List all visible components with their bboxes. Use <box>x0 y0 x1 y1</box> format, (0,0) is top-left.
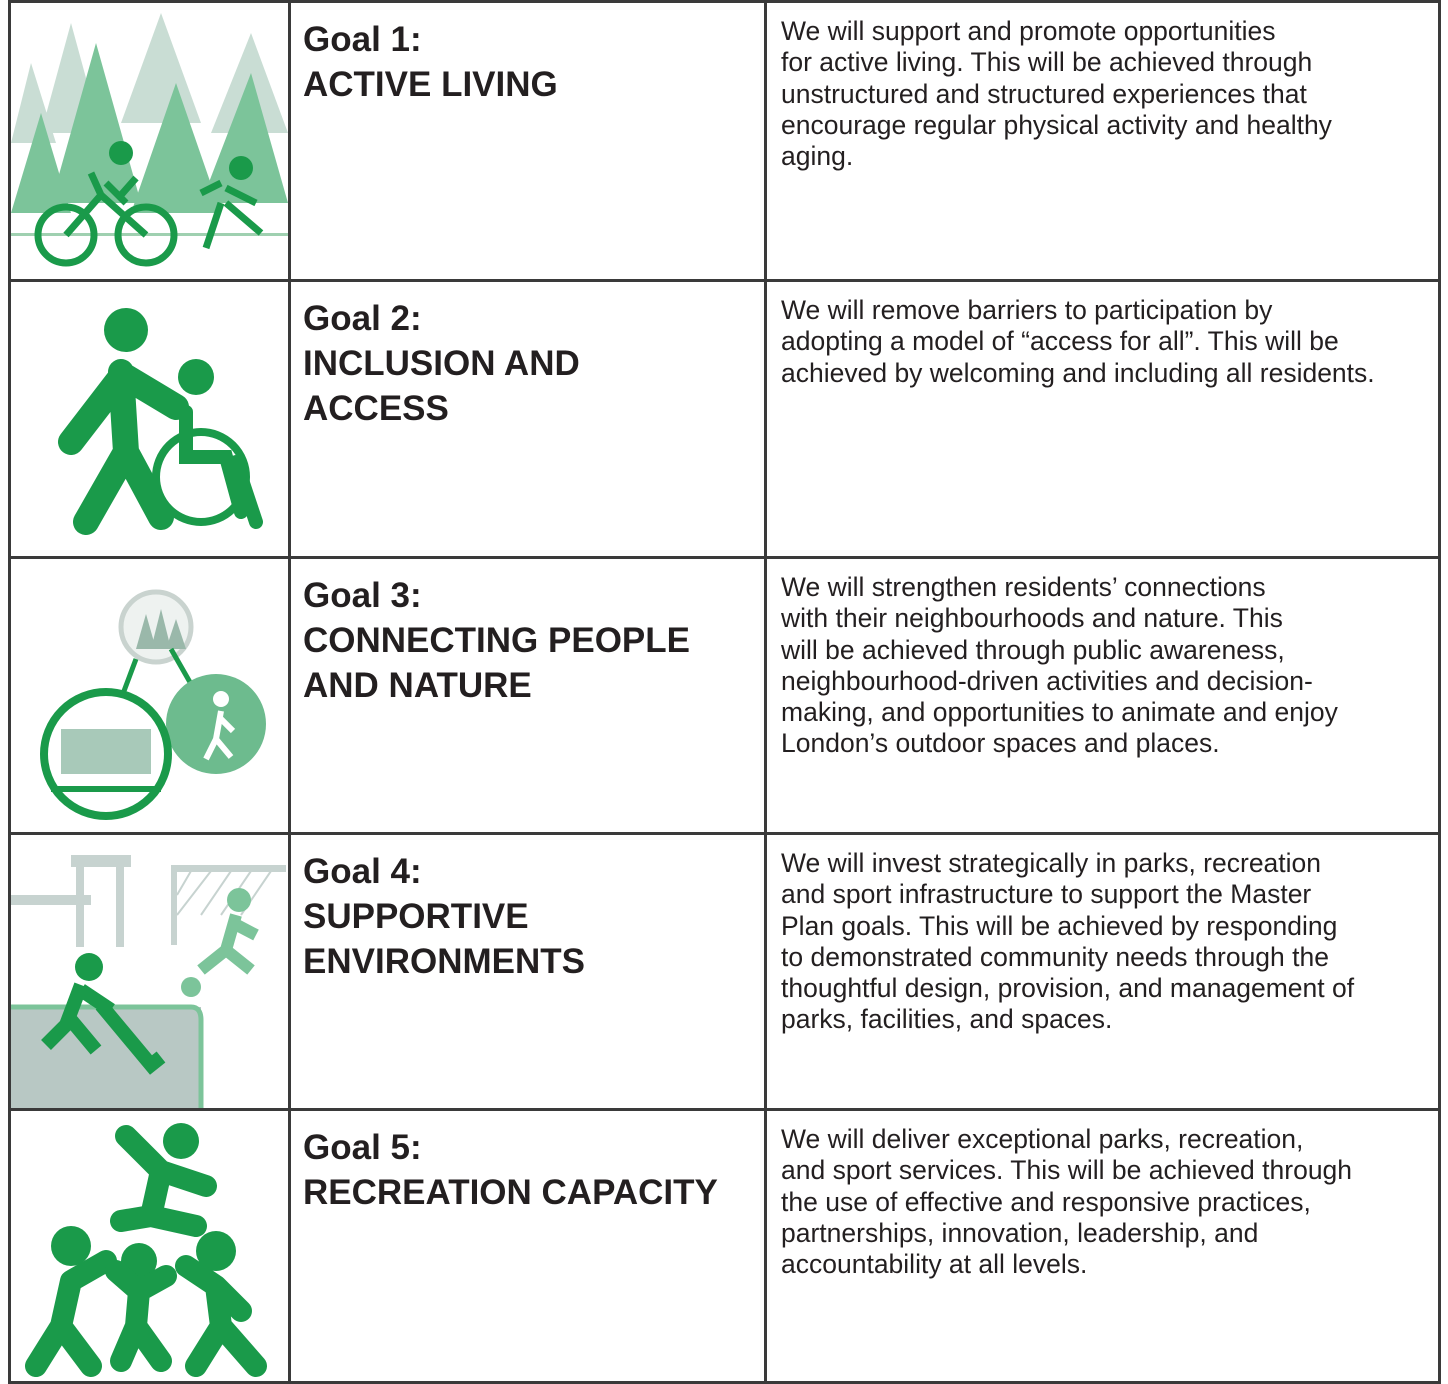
goal-row: Goal 2: INCLUSION AND ACCESS We will remov… <box>8 279 1441 556</box>
goal-icon <box>11 835 291 1108</box>
goal-description-line: adopting a model of “access for all”. Th… <box>781 326 1339 357</box>
goal-name-cell: Goal 5: RECREATION CAPACITY <box>291 1111 767 1381</box>
goal-name: ACTIVE LIVING <box>303 65 558 104</box>
goal-icon <box>11 282 291 556</box>
goal-description-cell: We will deliver exceptional parks, recre… <box>770 1111 1438 1381</box>
goal-row: Goal 1: ACTIVE LIVING We will support and… <box>8 0 1441 279</box>
goal-description-line: We will deliver exceptional parks, recre… <box>781 1124 1304 1154</box>
goal-description-line: for active living. This will be achieved… <box>781 47 1313 78</box>
goal-label: Goal 2: <box>303 299 422 338</box>
goal-name-cell: Goal 3: CONNECTING PEOPLE AND NATURE <box>291 559 767 832</box>
goal-name: SUPPORTIVE <box>303 897 529 936</box>
goal-name: INCLUSION AND <box>303 344 580 383</box>
goal-name: CONNECTING PEOPLE <box>303 621 690 660</box>
goal-description-line: We will strengthen residents’ connection… <box>781 572 1266 602</box>
goal-row: Goal 3: CONNECTING PEOPLE AND NATURE We wi… <box>8 556 1441 832</box>
goal-name-cell: Goal 2: INCLUSION AND ACCESS <box>291 282 767 556</box>
goal-description-line: We will invest strategically in parks, r… <box>781 848 1322 878</box>
icon-art <box>11 855 286 1108</box>
goal-description-line: encourage regular physical activity and … <box>781 109 1332 140</box>
goal-description-line: accountability at all levels. <box>781 1249 1088 1280</box>
goal-description-line: neighbourhood-driven activities and deci… <box>781 665 1313 696</box>
goal-icon <box>11 3 291 279</box>
goal-description-cell: We will strengthen residents’ connection… <box>770 559 1438 832</box>
goal-icon <box>11 1111 291 1381</box>
goal-description-line: Plan goals. This will be achieved by res… <box>781 910 1338 941</box>
goal-description-cell: We will invest strategically in parks, r… <box>770 835 1438 1108</box>
goal-description-line: with their neighbourhoods and nature. Th… <box>781 603 1283 634</box>
goal-label: Goal 5: <box>303 1128 422 1167</box>
goal-label: Goal 3: <box>303 576 422 615</box>
goal-description-line: making, and opportunities to animate and… <box>781 697 1338 728</box>
goal-description-line: aging. <box>781 141 854 172</box>
icon-art <box>11 13 288 267</box>
goal-description-line: will be achieved through public awarenes… <box>781 634 1285 665</box>
goal-row: Goal 5: RECREATION CAPACITY We will deliv… <box>8 1108 1441 1384</box>
goal-row: Goal 4: SUPPORTIVE ENVIRONMENTS We will in… <box>8 832 1441 1108</box>
goal-icon <box>11 559 291 832</box>
goal-name-cell: Goal 1: ACTIVE LIVING <box>291 3 767 279</box>
goals-table: Goal 1: ACTIVE LIVING We will support and… <box>8 0 1441 1384</box>
goal-description-line: partnerships, innovation, leadership, an… <box>781 1217 1259 1248</box>
goal-description-cell: We will remove barriers to participation… <box>770 282 1438 556</box>
goal-label: Goal 4: <box>303 852 422 891</box>
goal-description-line: and sport infrastructure to support the … <box>781 879 1312 910</box>
goal-name: ACCESS <box>303 389 449 428</box>
goal-label: Goal 1: <box>303 20 422 59</box>
goal-name: AND NATURE <box>303 666 532 705</box>
goal-description-line: to demonstrated community needs through … <box>781 941 1329 972</box>
goal-description-line: parks, facilities, and spaces. <box>781 1004 1113 1035</box>
goal-description-line: unstructured and structured experiences … <box>781 78 1307 109</box>
goal-description-line: We will support and promote opportunitie… <box>781 16 1276 46</box>
goal-description-line: and sport services. This will be achieve… <box>781 1155 1353 1186</box>
goal-name: RECREATION CAPACITY <box>303 1173 718 1212</box>
goal-name: ENVIRONMENTS <box>303 942 585 981</box>
goal-description-line: the use of effective and responsive prac… <box>781 1186 1311 1217</box>
icon-art <box>25 1123 267 1377</box>
goal-description-line: We will remove barriers to participation… <box>781 295 1273 325</box>
goal-description-cell: We will support and promote opportunitie… <box>770 3 1438 279</box>
icon-art <box>58 308 263 535</box>
goal-description-line: London’s outdoor spaces and places. <box>781 728 1220 759</box>
icon-art <box>40 589 266 820</box>
goal-description-line: achieved by welcoming and including all … <box>781 357 1375 388</box>
goal-name-cell: Goal 4: SUPPORTIVE ENVIRONMENTS <box>291 835 767 1108</box>
goal-description-line: thoughtful design, provision, and manage… <box>781 973 1355 1004</box>
